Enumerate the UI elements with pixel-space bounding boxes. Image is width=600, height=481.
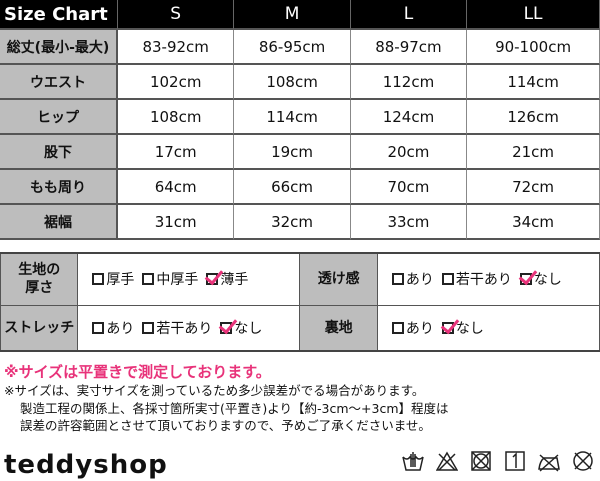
checkbox-icon bbox=[391, 321, 404, 334]
option-checked: なし bbox=[220, 318, 262, 338]
size-row: ヒップ 108cm 114cm 124cm 126cm bbox=[0, 100, 600, 135]
measurement-note: ※サイズは平置きで測定しております。 bbox=[4, 363, 271, 381]
checkbox-icon bbox=[142, 273, 155, 286]
size-header-row: Size Chart S M L LL bbox=[0, 0, 600, 30]
measurement-value: 17cm bbox=[118, 135, 235, 170]
measurement-label: 裾幅 bbox=[0, 205, 118, 240]
option-unchecked: あり bbox=[391, 269, 434, 289]
measurement-value: 64cm bbox=[118, 170, 235, 205]
measurement-value: 19cm bbox=[234, 135, 351, 170]
option-label: なし bbox=[234, 320, 263, 337]
option-unchecked: 若干あり bbox=[441, 269, 512, 289]
fabric-properties-table: 生地の厚さ 厚手 中厚手 薄手 透け感 あり 若干あり なし ストレッチ あり 若干ありな… bbox=[0, 252, 600, 352]
property-options: 厚手 中厚手 薄手 bbox=[77, 252, 301, 306]
option-checked: なし bbox=[441, 318, 484, 338]
property-options: あり なし bbox=[376, 304, 600, 352]
measurement-value: 66cm bbox=[234, 170, 351, 205]
size-chart-table: Size Chart S M L LL 総丈(最小-最大) 83-92cm 86-9… bbox=[0, 0, 600, 240]
property-label: 透け感 bbox=[299, 252, 378, 306]
measurement-value: 32cm bbox=[234, 205, 351, 240]
property-label: ストレッチ bbox=[0, 304, 79, 352]
option-label: なし bbox=[455, 320, 484, 337]
size-ll: LL bbox=[467, 0, 600, 30]
measurement-value: 108cm bbox=[234, 65, 351, 100]
size-row: 総丈(最小-最大) 83-92cm 86-95cm 88-97cm 90-100cm bbox=[0, 30, 600, 65]
no-bleach-icon bbox=[435, 449, 459, 473]
measurement-label: もも周り bbox=[0, 170, 118, 205]
measurement-value: 88-97cm bbox=[350, 30, 468, 65]
care-icons bbox=[402, 449, 594, 473]
measurement-value: 70cm bbox=[350, 170, 468, 205]
note-line: 製造工程の関係上、各採寸箇所実寸(平置き)より【約-3cm～+3cm】程度は bbox=[20, 400, 449, 416]
option-label: あり bbox=[405, 320, 434, 337]
measurement-value: 114cm bbox=[467, 65, 600, 100]
checkbox-icon bbox=[92, 321, 105, 334]
option-label: 若干あり bbox=[156, 320, 213, 337]
property-label: 生地の厚さ bbox=[0, 252, 79, 306]
measurement-value: 31cm bbox=[118, 205, 235, 240]
note-line: ※サイズは、実寸サイズを測っているため多少誤差がでる場合があります。 bbox=[4, 383, 425, 398]
checkbox-icon bbox=[206, 273, 219, 286]
option-label: あり bbox=[106, 320, 135, 337]
measurement-value: 124cm bbox=[350, 100, 468, 135]
line-dry-icon bbox=[504, 449, 526, 473]
property-options: あり 若干あり なし bbox=[77, 304, 301, 352]
property-options: あり 若干あり なし bbox=[376, 252, 600, 306]
size-row: 裾幅 31cm 32cm 33cm 34cm bbox=[0, 205, 600, 240]
option-unchecked: あり bbox=[92, 318, 134, 338]
option-unchecked: 中厚手 bbox=[142, 269, 198, 289]
brand-logo: teddyshop bbox=[4, 450, 168, 480]
measurement-value: 86-95cm bbox=[234, 30, 351, 65]
hand-wash-icon bbox=[402, 449, 424, 473]
iron-icon bbox=[538, 449, 560, 473]
option-label: 薄手 bbox=[220, 272, 249, 289]
checkbox-icon bbox=[441, 273, 454, 286]
measurement-value: 72cm bbox=[467, 170, 600, 205]
option-unchecked: 厚手 bbox=[92, 269, 134, 289]
option-label: 中厚手 bbox=[156, 272, 199, 289]
measurement-value: 112cm bbox=[350, 65, 468, 100]
measurement-value: 114cm bbox=[234, 100, 351, 135]
size-row: ウエスト 102cm 108cm 112cm 114cm bbox=[0, 65, 600, 100]
option-unchecked: 若干あり bbox=[142, 318, 212, 338]
size-chart-title: Size Chart bbox=[0, 0, 118, 30]
measurement-value: 108cm bbox=[118, 100, 235, 135]
measurement-value: 90-100cm bbox=[467, 30, 600, 65]
checkbox-icon bbox=[519, 273, 532, 286]
option-label: あり bbox=[405, 272, 434, 289]
property-label: 裏地 bbox=[299, 304, 378, 352]
measurement-value: 34cm bbox=[467, 205, 600, 240]
checkbox-icon bbox=[441, 321, 454, 334]
size-row: もも周り 64cm 66cm 70cm 72cm bbox=[0, 170, 600, 205]
measurement-value: 126cm bbox=[467, 100, 600, 135]
option-label: 若干あり bbox=[455, 272, 512, 289]
size-l: L bbox=[350, 0, 468, 30]
size-s: S bbox=[118, 0, 235, 30]
checkbox-icon bbox=[391, 273, 404, 286]
no-tumble-dry-icon bbox=[470, 449, 492, 473]
option-label: 厚手 bbox=[106, 272, 135, 289]
checkbox-icon bbox=[142, 321, 155, 334]
no-dry-clean-icon bbox=[572, 449, 594, 473]
measurement-value: 83-92cm bbox=[118, 30, 235, 65]
option-label: なし bbox=[533, 272, 562, 289]
checkbox-icon bbox=[220, 321, 233, 334]
option-checked: 薄手 bbox=[206, 269, 248, 289]
measurement-label: 股下 bbox=[0, 135, 118, 170]
checkbox-icon bbox=[92, 273, 105, 286]
size-m: M bbox=[234, 0, 351, 30]
measurement-label: ウエスト bbox=[0, 65, 118, 100]
size-row: 股下 17cm 19cm 20cm 21cm bbox=[0, 135, 600, 170]
measurement-value: 102cm bbox=[118, 65, 235, 100]
measurement-label: ヒップ bbox=[0, 100, 118, 135]
option-checked: なし bbox=[519, 269, 562, 289]
measurement-value: 21cm bbox=[467, 135, 600, 170]
option-unchecked: あり bbox=[391, 318, 434, 338]
measurement-value: 20cm bbox=[350, 135, 468, 170]
measurement-label: 総丈(最小-最大) bbox=[0, 30, 118, 65]
size-notes: ※サイズは平置きで測定しております。 ※サイズは、実寸サイズを測っているため多少… bbox=[4, 362, 449, 435]
measurement-value: 33cm bbox=[350, 205, 468, 240]
note-line: 誤差の許容範囲とさせて頂いておりますので、予めご了承くださいませ。 bbox=[20, 418, 431, 433]
